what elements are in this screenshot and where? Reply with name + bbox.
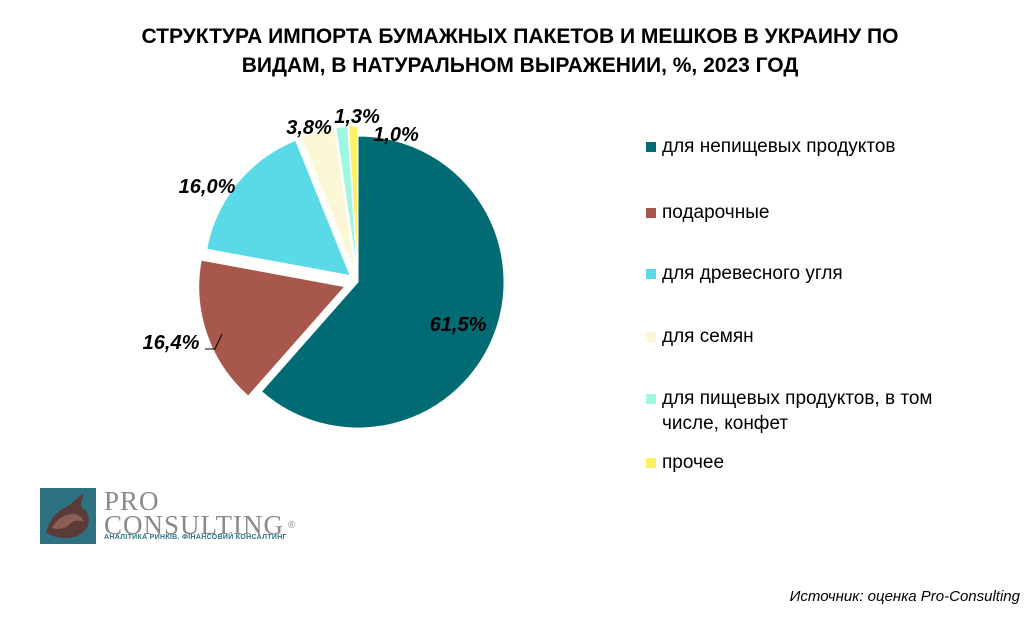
legend-label: для семян [662, 326, 754, 347]
legend-item-food: для пищевых продуктов, в том числе, конф… [646, 386, 976, 436]
legend-swatch [646, 208, 656, 218]
legend-label: для древесного угля [662, 263, 843, 284]
pie-slice-seeds [300, 127, 356, 273]
legend-label: для пищевых продуктов, в том числе, конф… [662, 388, 933, 434]
legend-item-gift: подарочные [646, 200, 976, 225]
logo-tagline: АНАЛІТИКА РИНКІВ. ФІНАНСОВИЙ КОНСАЛТИНГ [104, 534, 287, 541]
legend-label: для непищевых продуктов [662, 136, 896, 157]
legend-label: прочее [662, 452, 725, 473]
legend-item-other: прочее [646, 450, 976, 475]
pro-consulting-logo: PRO CONSULTING ® АНАЛІТИКА РИНКІВ. ФІНАН… [40, 486, 320, 548]
pie-slice-gift [198, 259, 346, 397]
source-note: Источник: оценка Pro-Consulting [789, 588, 1020, 605]
data-label-other: 1,0% [373, 124, 419, 146]
pie-slice-charcoal [206, 139, 352, 277]
pie-slice-other [347, 125, 359, 273]
legend-swatch [646, 394, 656, 404]
legend-swatch [646, 458, 656, 468]
logo-pro-text: PRO [104, 486, 160, 516]
pie-slice-non-food [260, 135, 505, 429]
label-leader-line [205, 333, 223, 350]
data-label-charcoal: 16,0% [179, 176, 236, 198]
chart-title: СТРУКТУРА ИМПОРТА БУМАЖНЫХ ПАКЕТОВ И МЕШ… [60, 22, 980, 80]
chart-title-line-1: СТРУКТУРА ИМПОРТА БУМАЖНЫХ ПАКЕТОВ И МЕШ… [141, 25, 899, 48]
data-label-food: 1,3% [334, 106, 380, 128]
pie-slice-food [335, 125, 358, 273]
registered-mark: ® [288, 520, 296, 531]
legend-item-charcoal: для древесного угля [646, 261, 976, 286]
rhino-emblem-icon [40, 488, 96, 544]
legend-item-non-food: для непищевых продуктов [646, 134, 976, 159]
legend-swatch [646, 142, 656, 152]
legend-label: подарочные [662, 202, 770, 223]
data-label-non-food: 61,5% [430, 314, 487, 336]
legend-swatch [646, 269, 656, 279]
data-label-gift: 16,4% [143, 332, 200, 354]
logo-consulting-text: CONSULTING [104, 510, 285, 540]
legend-item-seeds: для семян [646, 324, 976, 349]
chart-title-line-2: ВИДАМ, В НАТУРАЛЬНОМ ВЫРАЖЕНИИ, %, 2023 … [241, 54, 799, 77]
data-label-seeds: 3,8% [286, 117, 332, 139]
legend-swatch [646, 332, 656, 342]
